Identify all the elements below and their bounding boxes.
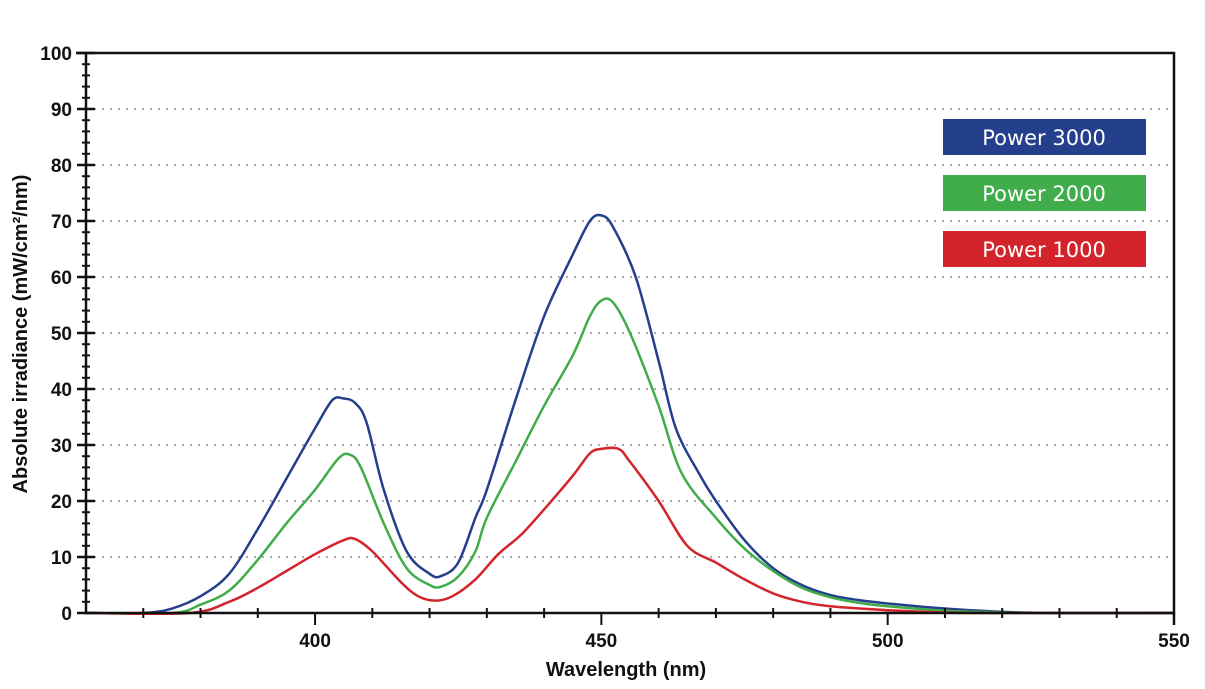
y-tick-label: 50 (51, 324, 72, 345)
x-tick-label: 400 (299, 631, 331, 652)
y-tick-label: 90 (51, 100, 72, 121)
legend-swatch (943, 119, 1146, 155)
series-line-power-1000 (85, 446, 1175, 616)
series-lines (85, 213, 1175, 616)
axes (76, 51, 1176, 625)
y-tick-label: 70 (51, 212, 72, 233)
legend-label: Power 2000 (982, 182, 1106, 206)
y-tick-label: 30 (51, 436, 72, 457)
x-tick-label: 550 (1158, 631, 1190, 652)
series-line-power-3000 (85, 213, 1175, 615)
legend: Power 3000 Power 2000 Power 1000 (943, 119, 1146, 267)
tick-labels: 0 10 20 30 40 50 60 70 80 90 100 400 450 500 550 (40, 44, 1190, 652)
legend-swatch (943, 175, 1146, 211)
y-axis-label: Absolute irradiance (mW/cm²/nm) (10, 175, 32, 494)
y-tick-label: 40 (51, 380, 72, 401)
legend-label: Power 1000 (982, 238, 1106, 262)
x-tick-label: 450 (586, 631, 618, 652)
x-axis-label: Wavelength (nm) (546, 659, 706, 681)
y-tick-label: 60 (51, 268, 72, 289)
y-tick-label: 80 (51, 156, 72, 177)
legend-swatch (943, 231, 1146, 267)
y-tick-label: 0 (61, 604, 72, 625)
x-tick-label: 500 (872, 631, 904, 652)
series-line-power-2000 (85, 297, 1175, 615)
y-tick-label: 20 (51, 492, 72, 513)
plot-frame (84, 51, 1176, 615)
y-tick-label: 100 (40, 44, 72, 65)
y-tick-label: 10 (51, 548, 72, 569)
legend-label: Power 3000 (982, 126, 1106, 150)
